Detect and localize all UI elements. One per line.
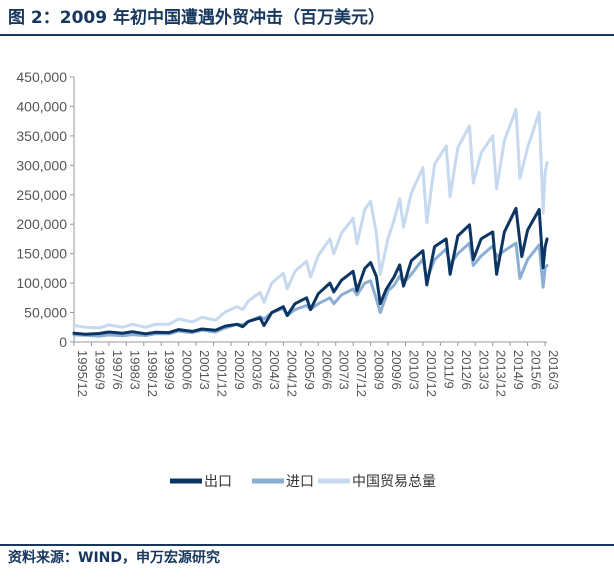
x-tick-label: 2013/3 bbox=[476, 350, 491, 390]
bottom-rule bbox=[0, 544, 614, 546]
x-tick-label: 2008/9 bbox=[372, 350, 387, 390]
x-tick-label: 1997/6 bbox=[110, 350, 125, 390]
x-tick-label: 1998/3 bbox=[127, 350, 142, 390]
x-tick-label: 2001/3 bbox=[197, 350, 212, 390]
x-tick-label: 2010/3 bbox=[406, 350, 421, 390]
series-layer bbox=[72, 107, 549, 338]
series-line-export bbox=[72, 206, 549, 336]
x-tick-label: 2002/9 bbox=[232, 350, 247, 390]
top-rule bbox=[0, 34, 614, 36]
legend-label-total: 中国贸易总量 bbox=[352, 474, 436, 490]
x-tick-label: 2011/9 bbox=[441, 350, 456, 389]
x-tick-label: 2000/6 bbox=[180, 350, 195, 390]
x-tick-label: 2013/12 bbox=[494, 350, 509, 397]
x-axis: 1995/12 1996/9 1997/6 1998/3 1998/12 1999/9 20… bbox=[73, 341, 561, 397]
source-note: 资料来源：WIND，申万宏源研究 bbox=[8, 550, 220, 566]
x-tick-label: 2006/6 bbox=[319, 350, 334, 390]
x-tick-label: 2016/3 bbox=[546, 350, 561, 390]
x-tick-label: 2007/12 bbox=[354, 350, 369, 397]
y-tick-label: 100,000 bbox=[16, 275, 67, 291]
y-tick-label: 300,000 bbox=[16, 157, 67, 173]
figure-title: 图 2：2009 年初中国遭遇外贸冲击（百万美元） bbox=[8, 8, 385, 28]
x-tick-label: 2010/12 bbox=[424, 350, 439, 397]
x-tick-label: 2009/6 bbox=[389, 350, 404, 390]
y-tick-label: 200,000 bbox=[16, 216, 67, 232]
x-tick-label: 2014/9 bbox=[511, 350, 526, 390]
y-tick-label: 450,000 bbox=[16, 69, 67, 85]
x-tick-label: 1998/12 bbox=[145, 350, 160, 397]
x-tick-label: 2004/12 bbox=[284, 350, 299, 397]
x-tick-label: 2007/3 bbox=[337, 350, 352, 390]
x-tick-label: 2015/6 bbox=[529, 350, 544, 390]
x-tick-label: 1999/9 bbox=[162, 350, 177, 390]
y-tick-label: 400,000 bbox=[16, 98, 67, 114]
x-tick-label: 1996/9 bbox=[92, 350, 107, 390]
x-tick-label: 2003/6 bbox=[249, 350, 264, 390]
legend-label-import: 进口 bbox=[286, 474, 314, 490]
y-tick-label: 250,000 bbox=[16, 187, 67, 203]
x-tick-label: 2005/9 bbox=[302, 350, 317, 390]
series-line-import bbox=[72, 241, 549, 338]
y-tick-label: 150,000 bbox=[16, 246, 67, 262]
x-tick-label: 2004/3 bbox=[267, 350, 282, 390]
series-line-total bbox=[72, 107, 549, 330]
x-tick-label: 2012/6 bbox=[459, 350, 474, 390]
y-tick-label: 350,000 bbox=[16, 128, 67, 144]
legend: 出口 进口 中国贸易总量 bbox=[170, 474, 436, 490]
legend-label-export: 出口 bbox=[204, 474, 232, 490]
trade-line-chart: 0 50,000 100,000 150,000 200,000 250,000 300,0… bbox=[16, 69, 561, 490]
x-tick-label: 2001/12 bbox=[215, 350, 230, 397]
y-axis: 0 50,000 100,000 150,000 200,000 250,000 300,0… bbox=[16, 69, 75, 350]
y-tick-label: 0 bbox=[59, 334, 67, 350]
y-tick-label: 50,000 bbox=[24, 305, 67, 321]
x-tick-label: 1995/12 bbox=[75, 350, 90, 397]
